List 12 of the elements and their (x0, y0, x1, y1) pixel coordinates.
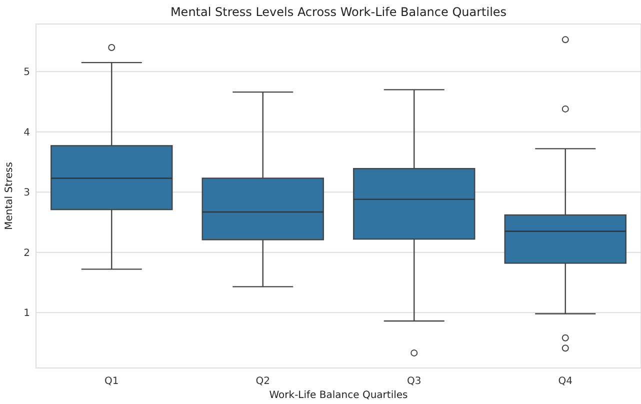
x-tick-label: Q4 (558, 376, 572, 387)
x-tick-label: Q3 (407, 376, 422, 387)
y-tick-label: 4 (24, 127, 30, 138)
y-tick-label: 1 (24, 308, 30, 320)
x-tick-label: Q1 (104, 376, 119, 387)
y-axis-title: Mental Stress (4, 162, 15, 230)
x-tick-label: Q2 (256, 376, 270, 387)
chart-title: Mental Stress Levels Across Work-Life Balance Quartiles (170, 5, 507, 19)
y-tick-label: 5 (24, 67, 30, 78)
y-tick-label: 2 (24, 248, 30, 259)
x-axis-title: Work-Life Balance Quartiles (269, 390, 408, 401)
y-tick-label: 3 (24, 188, 30, 199)
